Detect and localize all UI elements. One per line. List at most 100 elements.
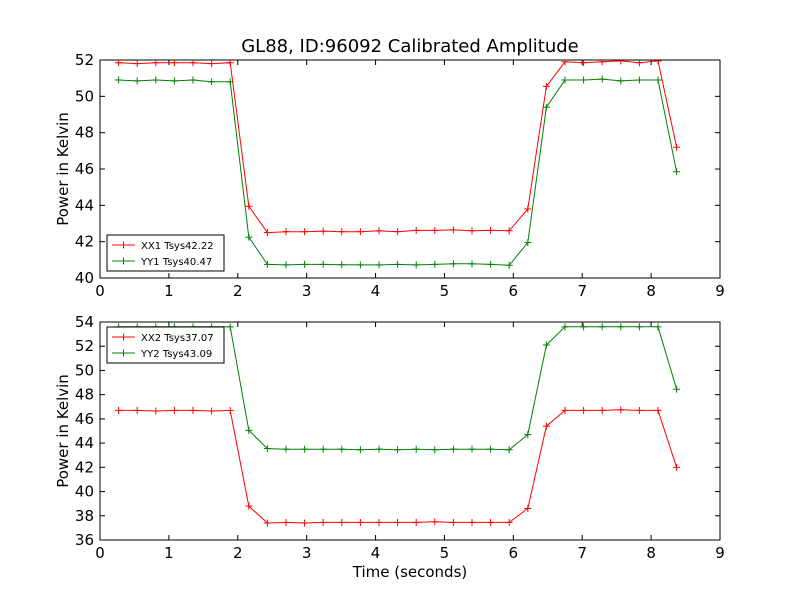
top-series-2-point [208, 78, 216, 86]
bottom-y-tick-label: 50 [75, 361, 94, 379]
bottom-series-2-point [487, 445, 495, 453]
bottom-legend-entry: XX2 Tsys37.07 [112, 333, 214, 344]
top-series-2-point [412, 261, 420, 269]
top-legend: XX1 Tsys42.22 YY1 Tsys40.47 [106, 234, 225, 272]
top-series-1-point [226, 60, 234, 67]
top-series-1-point [431, 226, 439, 234]
bottom-x-tick-label: 8 [646, 544, 656, 562]
top-series-1-point [524, 205, 532, 213]
top-x-tick-label: 2 [233, 282, 243, 300]
top-series-1-point [468, 227, 476, 235]
top-series-1-point [673, 143, 681, 151]
bottom-series-1 [115, 406, 681, 527]
bottom-legend-box [106, 326, 225, 364]
bottom-series-2-point [301, 445, 309, 453]
bottom-series-1-point [394, 518, 402, 526]
top-series-2-point [468, 260, 476, 268]
bottom-series-2-point [635, 323, 643, 331]
top-series-1-point [487, 226, 495, 234]
bottom-series-1-point [505, 518, 513, 526]
top-x-tick-label: 0 [95, 282, 105, 300]
top-x-tick-label: 6 [509, 282, 519, 300]
bottom-series-1-point [468, 518, 476, 526]
top-legend-entry: XX1 Tsys42.22 [112, 241, 214, 252]
bottom-x-tick-label: 1 [164, 544, 174, 562]
bottom-x-tick-label: 5 [440, 544, 450, 562]
bottom-series-1-point [208, 407, 216, 415]
top-series-1-point [338, 228, 346, 236]
top-series-1-point [542, 82, 550, 90]
top-series-2-point [170, 77, 178, 85]
top-series-2-point [635, 76, 643, 84]
top-series-2-point [115, 76, 123, 84]
bottom-series-1-point [189, 406, 197, 414]
top-y-tick-label: 46 [75, 160, 94, 178]
top-x-tick-label: 5 [440, 282, 450, 300]
top-series-1-point [170, 60, 178, 67]
top-series-1-point [189, 60, 197, 67]
top-series-2-point [598, 75, 606, 83]
bottom-series-1-point [673, 463, 681, 471]
bottom-series-2-point [282, 445, 290, 453]
top-series-2-point [319, 260, 327, 268]
top-series-1-point [617, 60, 625, 65]
bottom-series-2-point [468, 445, 476, 453]
bottom-series-2-point [412, 445, 420, 453]
bottom-series-2-point [654, 323, 662, 331]
top-series-2-point [431, 260, 439, 268]
bottom-series-1-point [654, 406, 662, 414]
top-series-1-point [375, 227, 383, 235]
top-legend-label: YY1 Tsys40.47 [140, 257, 212, 268]
bottom-series-2-point [245, 426, 253, 434]
top-series-1-point [356, 228, 364, 236]
bottom-x-tick-label: 6 [509, 544, 519, 562]
bottom-x-tick-label: 0 [95, 544, 105, 562]
top-series-1-point [394, 228, 402, 236]
top-x-tick-label: 9 [715, 282, 725, 300]
top-x-tick-label: 1 [164, 282, 174, 300]
top-series-2-point [301, 260, 309, 268]
top-series-1-point [654, 60, 662, 65]
top-x-tick-label: 4 [371, 282, 381, 300]
bottom-series-1-point [487, 518, 495, 526]
bottom-series-1-point [375, 518, 383, 526]
bottom-series-1-point [617, 406, 625, 414]
bottom-series-2-point [673, 385, 681, 393]
bottom-y-tick-label: 36 [75, 531, 94, 549]
top-series-1-point [152, 60, 160, 67]
top-series-2-point [505, 261, 513, 269]
top-series-2-point [449, 260, 457, 268]
top-legend-label: XX1 Tsys42.22 [141, 241, 214, 252]
bottom-series-2-point [505, 446, 513, 454]
bottom-series-1-point [338, 518, 346, 526]
bottom-series-1-point [542, 422, 550, 430]
bottom-series-1-point [263, 519, 271, 527]
bottom-series-2-point [449, 445, 457, 453]
bottom-series-2-point [431, 446, 439, 454]
top-series-1-point [580, 60, 588, 67]
top-y-tick-label: 42 [75, 233, 94, 251]
top-series-1 [115, 60, 681, 237]
top-series-1-point [282, 228, 290, 236]
bottom-y-tick-label: 38 [75, 507, 94, 525]
bottom-x-tick-label: 2 [233, 544, 243, 562]
bottom-series-1-point [301, 519, 309, 527]
top-series-2-point [226, 78, 234, 86]
top-series-1-point [133, 60, 141, 68]
top-series-2-point [580, 76, 588, 84]
bottom-series-2-point [598, 323, 606, 331]
top-series-1-point [301, 228, 309, 236]
bottom-series-1-point [449, 518, 457, 526]
bottom-series-1-point [356, 518, 364, 526]
top-series-2-point [356, 261, 364, 269]
top-x-tick-label: 3 [302, 282, 312, 300]
top-series-2-point [542, 103, 550, 111]
bottom-legend: XX2 Tsys37.07 YY2 Tsys43.09 [106, 326, 225, 364]
top-series-2-point [561, 76, 569, 84]
bottom-series-2-point [542, 341, 550, 349]
bottom-series-2-point [617, 323, 625, 331]
top-y-tick-label: 50 [75, 87, 94, 105]
top-series-2 [115, 75, 681, 269]
top-y-tick-label: 40 [75, 269, 94, 287]
top-legend-box [106, 234, 225, 272]
